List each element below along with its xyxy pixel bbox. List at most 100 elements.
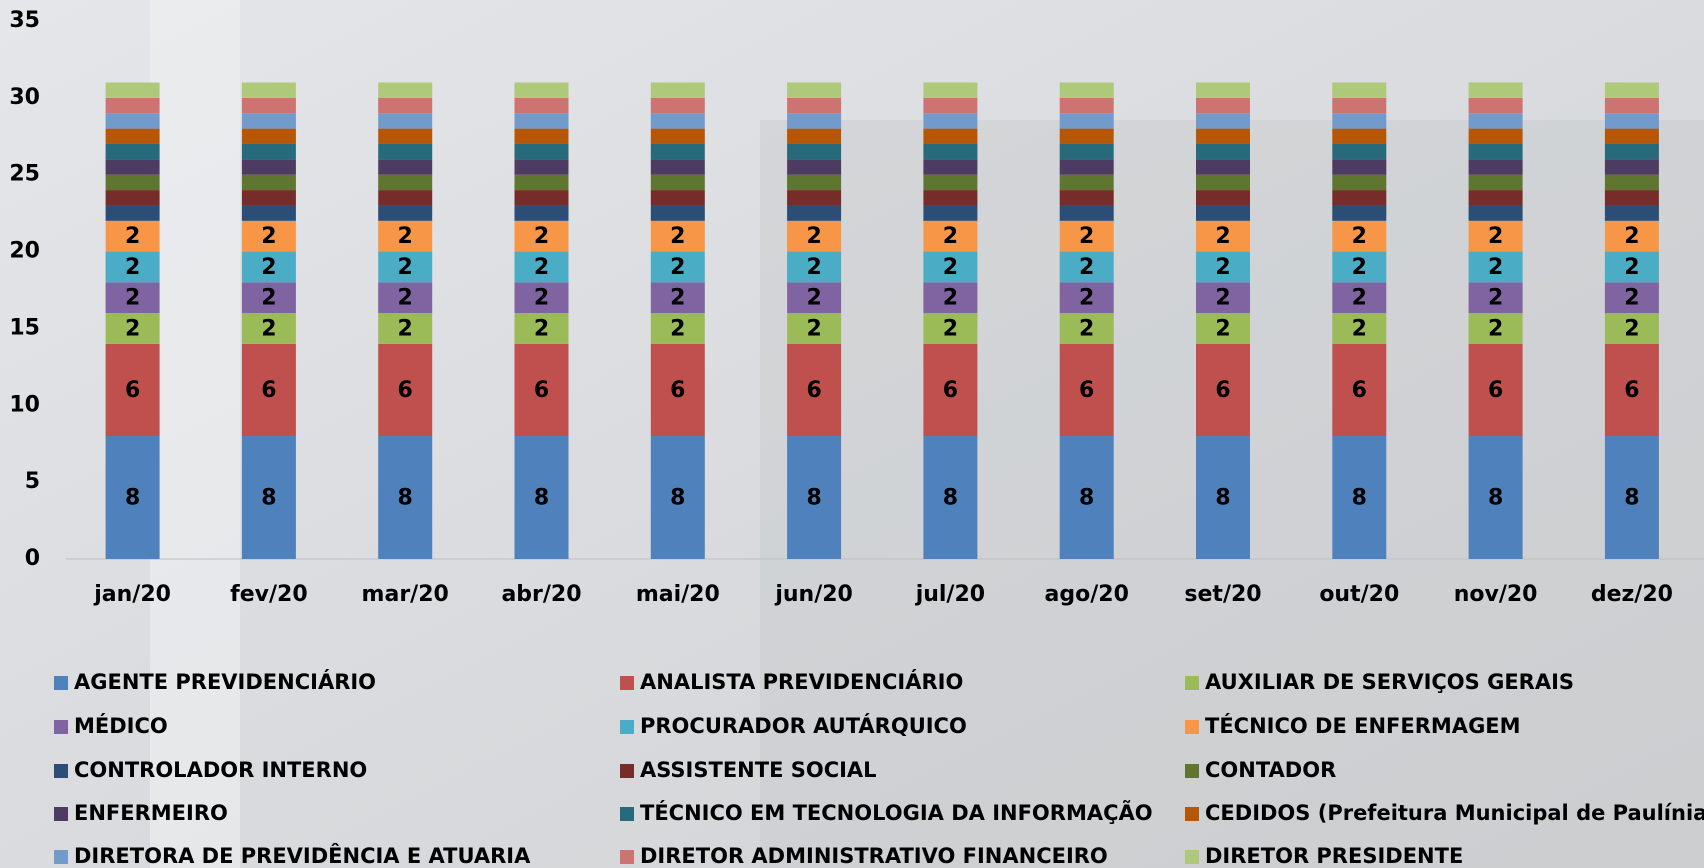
data-label: 2 — [125, 224, 140, 249]
data-label: 2 — [806, 286, 821, 311]
bar-segment — [1468, 251, 1523, 283]
bar-segment — [378, 113, 433, 129]
bar-segment — [1196, 82, 1250, 98]
x-tick-label: mai/20 — [636, 582, 720, 607]
bar-segment — [1196, 220, 1250, 252]
bar-segment — [923, 220, 978, 252]
bar-segment — [650, 174, 705, 191]
data-label: 2 — [943, 224, 958, 249]
legend-label: DIRETORA DE PREVIDÊNCIA E ATUARIA — [74, 843, 531, 868]
x-tick-label: set/20 — [1184, 582, 1261, 607]
legend-swatch — [54, 850, 68, 864]
data-label: 2 — [1215, 316, 1230, 341]
bar-segment — [1332, 251, 1387, 283]
bar-segment — [241, 220, 296, 252]
bar-segment — [514, 128, 569, 144]
y-tick-label: 30 — [9, 85, 40, 110]
bar-segment — [1468, 128, 1523, 144]
bar-segment — [105, 97, 160, 114]
bar-segment — [105, 436, 160, 559]
bar-segment — [923, 174, 978, 191]
data-label: 6 — [1352, 378, 1367, 403]
bar-segment — [514, 143, 569, 160]
data-label: 2 — [261, 286, 276, 311]
bar-segment — [1059, 436, 1114, 559]
data-label: 2 — [1079, 316, 1094, 341]
data-label: 6 — [534, 378, 549, 403]
bar-segment — [1059, 251, 1114, 283]
bar-segment — [105, 128, 160, 144]
bar-segment — [241, 190, 296, 206]
data-label: 2 — [261, 255, 276, 280]
bar-segment — [514, 205, 569, 221]
data-label: 8 — [534, 486, 549, 511]
data-label: 6 — [261, 378, 276, 403]
y-tick-label: 5 — [25, 469, 40, 494]
bar-segment — [1196, 343, 1250, 437]
bar-segment — [923, 82, 978, 98]
bar-segment — [923, 343, 978, 437]
bar-segment — [1196, 143, 1250, 160]
data-label: 2 — [1079, 224, 1094, 249]
legend-label: AGENTE PREVIDENCIÁRIO — [74, 669, 376, 694]
bar-segment — [1468, 174, 1523, 191]
bar-segment — [923, 143, 978, 160]
bar-segment — [378, 282, 433, 314]
data-label: 2 — [806, 224, 821, 249]
data-label: 2 — [261, 316, 276, 341]
legend-swatch — [1185, 764, 1199, 778]
bar-segment — [241, 343, 296, 437]
bar-segment — [378, 128, 433, 144]
data-label: 6 — [398, 378, 413, 403]
bar-segment — [787, 220, 842, 252]
legend-swatch — [620, 807, 634, 821]
data-label: 2 — [534, 255, 549, 280]
legend-label: AUXILIAR DE SERVIÇOS GERAIS — [1205, 670, 1574, 694]
bar-segment — [1604, 205, 1659, 221]
bar-segment — [923, 205, 978, 221]
data-label: 2 — [806, 255, 821, 280]
data-label: 8 — [1079, 486, 1094, 511]
bar-segment — [923, 159, 978, 175]
bar-segment — [650, 220, 705, 252]
data-label: 2 — [1488, 255, 1503, 280]
data-label: 2 — [1352, 286, 1367, 311]
legend-swatch — [54, 807, 68, 821]
data-label: 2 — [1624, 286, 1639, 311]
data-label: 2 — [1215, 255, 1230, 280]
data-label: 2 — [125, 255, 140, 280]
bar-segment — [923, 128, 978, 144]
y-tick-label: 0 — [25, 546, 40, 571]
data-label: 2 — [943, 255, 958, 280]
legend-swatch — [54, 676, 68, 690]
bar-segment — [378, 97, 433, 114]
legend-label: ASSISTENTE SOCIAL — [640, 758, 877, 782]
legend-swatch — [620, 850, 634, 864]
bar-segment — [923, 436, 978, 559]
bar-segment — [923, 251, 978, 283]
bar-segment — [514, 313, 569, 344]
bar-segment — [787, 128, 842, 144]
bar-segment — [1468, 313, 1523, 344]
bar-segment — [1059, 82, 1114, 98]
data-label: 6 — [943, 378, 958, 403]
legend-swatch — [1185, 720, 1199, 734]
data-label: 8 — [125, 486, 140, 511]
bar-segment — [378, 190, 433, 206]
bar-segment — [378, 313, 433, 344]
y-tick-label: 10 — [9, 392, 40, 417]
bar-segment — [923, 113, 978, 129]
data-label: 6 — [806, 378, 821, 403]
bar-segment — [1604, 313, 1659, 344]
bar-segment — [1468, 282, 1523, 314]
data-label: 2 — [534, 286, 549, 311]
bar-segment — [1604, 174, 1659, 191]
bar-segment — [1468, 113, 1523, 129]
legend-label: ENFERMEIRO — [74, 801, 228, 825]
bar-segment — [378, 174, 433, 191]
bar-segment — [923, 282, 978, 314]
legend-label: PROCURADOR AUTÁRQUICO — [640, 713, 967, 738]
bar-segment — [1604, 82, 1659, 98]
bar-segment — [1332, 159, 1387, 175]
x-tick-label: jul/20 — [915, 582, 985, 607]
